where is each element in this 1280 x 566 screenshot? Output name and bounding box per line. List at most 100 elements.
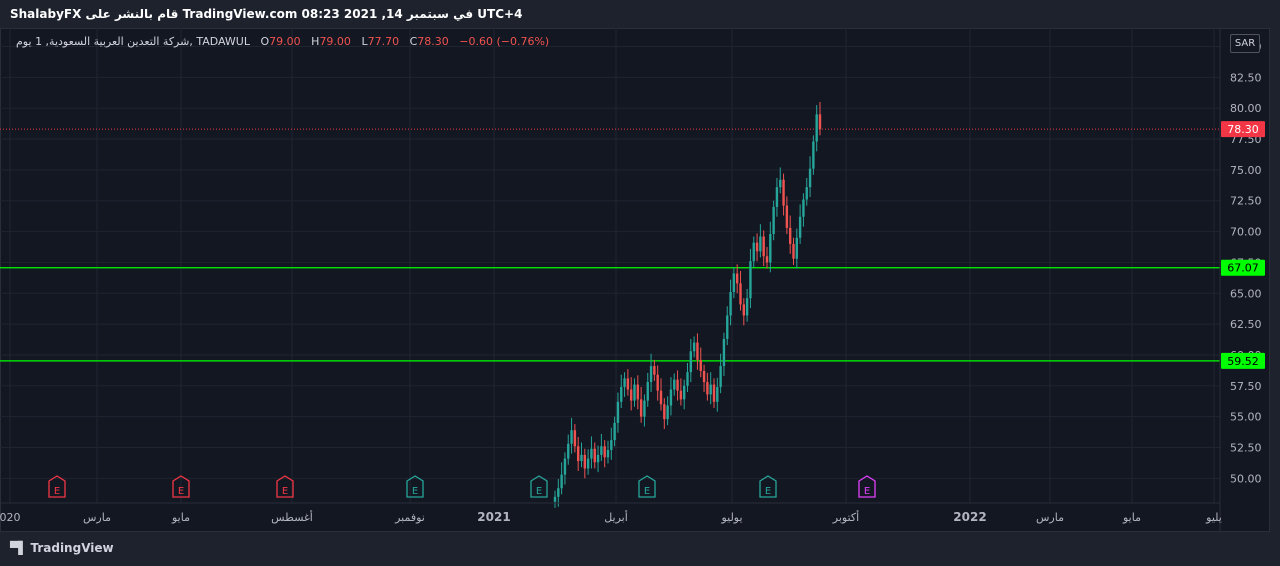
time-tick-label: مارس xyxy=(83,511,111,524)
candle-body xyxy=(629,389,633,401)
time-tick-label: أكتوبر xyxy=(832,510,859,524)
candle-body xyxy=(805,187,808,200)
candle-body xyxy=(673,379,676,390)
time-tick-label: 2021 xyxy=(477,510,510,524)
candle-body xyxy=(722,338,726,367)
candle-body xyxy=(620,387,623,402)
time-axis: 020 مارس مايو أغسطس نوفمبر 2021 أبريل يوليو أكتو… xyxy=(0,510,1222,524)
candle-body xyxy=(593,448,596,463)
candle-body xyxy=(752,242,755,262)
time-tick-label: 020 xyxy=(0,511,21,524)
candle-body xyxy=(616,401,620,423)
earnings-marker-label: E xyxy=(765,486,771,497)
time-tick-label: مارس xyxy=(1036,511,1064,524)
candle-body xyxy=(702,370,706,383)
tradingview-logo-icon: ▀▌ xyxy=(10,541,27,555)
publish-header: ShalabyFX قام بالنشر على TradingView.com… xyxy=(0,0,1280,28)
candle-body xyxy=(719,366,722,388)
price-tick-label: 62.50 xyxy=(1230,318,1262,331)
footer-brand: ▀▌ TradingView xyxy=(10,541,114,555)
candle-body xyxy=(643,400,646,417)
candle-body xyxy=(682,385,686,400)
earnings-marker-icon xyxy=(530,475,548,498)
candle-body xyxy=(769,234,772,263)
candle-body xyxy=(745,298,749,316)
candle-body xyxy=(639,399,643,417)
candle-body xyxy=(732,273,736,293)
time-tick-label: مايو xyxy=(171,511,190,524)
earnings-marker-label: E xyxy=(178,486,184,497)
earnings-marker-icon xyxy=(48,475,66,498)
candle-body xyxy=(623,378,626,388)
candle-body xyxy=(649,366,653,383)
low-value: 77.70 xyxy=(367,35,400,48)
earnings-marker-icon xyxy=(406,475,424,498)
time-tick-label: يوليو xyxy=(720,511,742,524)
open-label: O xyxy=(260,35,270,48)
earnings-marker-label: E xyxy=(282,486,288,497)
grid-lines xyxy=(0,28,1220,503)
candle-body xyxy=(603,446,606,458)
candle-body xyxy=(653,366,656,375)
candle-body xyxy=(590,448,593,459)
candle-body xyxy=(679,390,683,400)
candle-body xyxy=(659,390,663,405)
candle-body xyxy=(646,382,649,401)
earnings-marker-label: E xyxy=(644,486,650,497)
price-tick-label: 57.50 xyxy=(1230,380,1262,393)
candle-body xyxy=(567,443,570,459)
candle-body xyxy=(557,488,560,497)
time-tick-label: 2022 xyxy=(953,510,986,524)
close-label: C xyxy=(409,35,418,48)
brand-name: TradingView xyxy=(30,541,114,555)
candle-body xyxy=(663,404,666,420)
price-tick-label: 65.00 xyxy=(1230,287,1262,300)
candle-body xyxy=(573,430,577,447)
price-tick-label: 80.00 xyxy=(1230,102,1262,115)
horizontal-levels xyxy=(0,128,1220,362)
earnings-marker-icon xyxy=(638,475,656,498)
level-tag-label: 59.52 xyxy=(1227,355,1259,368)
price-tick-label: 82.50 xyxy=(1230,71,1262,84)
earnings-marker-icon xyxy=(858,475,876,498)
candle-body xyxy=(606,449,610,458)
candle-body xyxy=(563,458,567,475)
candle-body xyxy=(749,261,752,299)
price-tick-label: 50.00 xyxy=(1230,472,1262,485)
chart-frame[interactable] xyxy=(0,28,1270,532)
candle-body xyxy=(699,359,702,371)
high-label: H xyxy=(311,35,320,48)
candle-body xyxy=(772,206,775,235)
candle-body xyxy=(583,454,587,469)
candle-body xyxy=(692,342,696,352)
currency-button[interactable]: SAR xyxy=(1230,34,1260,53)
price-tags: 67.07 59.52 78.30 xyxy=(1221,121,1265,369)
earnings-marker-icon xyxy=(759,475,777,498)
candle-body xyxy=(812,141,815,169)
candle-body xyxy=(785,205,789,228)
candle-body xyxy=(596,454,600,463)
price-tick-label: 55.00 xyxy=(1230,411,1262,424)
candle-body xyxy=(586,458,590,469)
candle-body xyxy=(742,304,746,316)
last-price-tag-bg xyxy=(1221,121,1265,138)
earnings-marker-icon xyxy=(172,475,190,498)
price-tick-label: 75.00 xyxy=(1230,164,1262,177)
candle-body xyxy=(815,114,818,142)
candle-body xyxy=(726,315,729,339)
price-tick-label: 72.50 xyxy=(1230,195,1262,208)
candle-body xyxy=(755,242,759,252)
candle-body xyxy=(775,187,779,207)
candle-body xyxy=(600,446,603,455)
high-value: 79.00 xyxy=(319,35,351,48)
candle-body xyxy=(729,292,732,316)
candle-body xyxy=(656,374,659,391)
level-tag-label: 67.07 xyxy=(1227,262,1259,275)
candle-body xyxy=(580,454,583,462)
earnings-marker-label: E xyxy=(536,486,542,497)
candle-body xyxy=(798,216,802,238)
candle-body xyxy=(788,227,792,244)
level-tag-bg xyxy=(1221,259,1265,276)
